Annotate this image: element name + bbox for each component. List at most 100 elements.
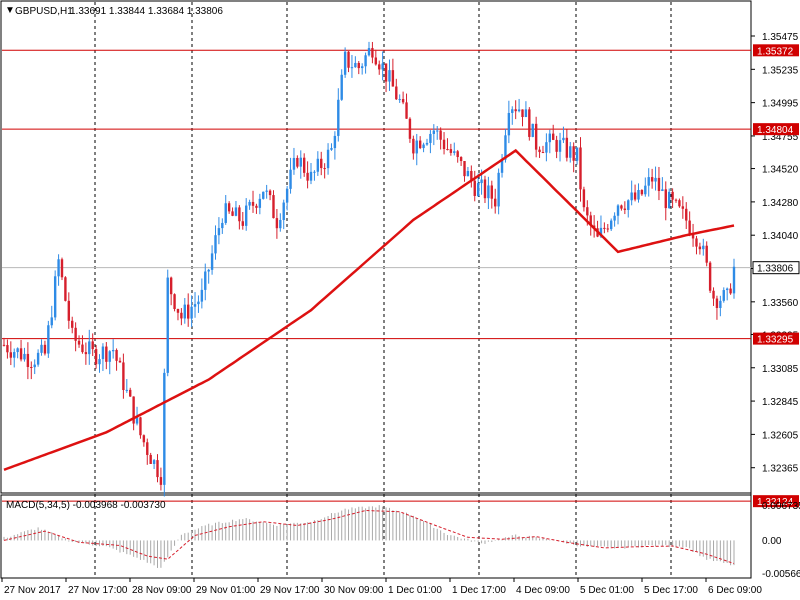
candle-body	[664, 189, 667, 209]
level-badge-text: 1.32124	[757, 497, 794, 508]
candle-body	[422, 144, 425, 149]
candle-body	[214, 235, 217, 254]
candle-body	[306, 172, 309, 181]
candle-body	[674, 199, 678, 201]
candle-body	[81, 344, 84, 353]
time-tick-label: 30 Nov 09:00	[324, 585, 384, 596]
candle-body	[248, 201, 251, 206]
candle-body	[53, 276, 57, 318]
time-tick-label: 27 Nov 17:00	[68, 585, 128, 596]
candle-body	[678, 200, 681, 207]
candle-body	[384, 63, 388, 82]
candle-body	[105, 346, 108, 362]
candle-body	[606, 228, 609, 230]
time-tick-label: 5 Dec 17:00	[644, 585, 698, 596]
candle-body	[152, 460, 156, 464]
candle-body	[337, 99, 340, 136]
candle-body	[350, 67, 354, 69]
candle-body	[255, 205, 258, 208]
candle-body	[732, 266, 736, 294]
candle-body	[586, 207, 589, 216]
candle-body	[9, 352, 13, 358]
level-badge-text: 1.34804	[757, 125, 794, 136]
candle-body	[698, 246, 702, 250]
candle-body	[524, 109, 528, 118]
time-tick-label: 1 Dec 17:00	[452, 585, 506, 596]
candle-body	[285, 188, 289, 203]
candle-body	[258, 198, 262, 208]
candle-body	[57, 259, 60, 277]
candle-body	[661, 189, 664, 191]
candle-body	[282, 202, 285, 220]
candle-body	[552, 133, 555, 140]
candle-body	[139, 417, 142, 436]
candle-body	[545, 142, 548, 153]
candle-body	[176, 309, 180, 313]
candle-body	[142, 435, 146, 443]
candle-body	[326, 149, 330, 169]
candle-body	[313, 171, 316, 173]
candle-body	[265, 190, 268, 192]
candle-body	[279, 219, 282, 229]
candle-body	[579, 147, 582, 190]
candle-body	[323, 168, 326, 170]
candle-body	[599, 227, 603, 237]
candle-body	[84, 352, 88, 355]
candle-body	[221, 222, 224, 229]
candle-body	[480, 179, 483, 184]
candle-body	[231, 211, 234, 216]
current-price-text: 1.33806	[757, 264, 794, 275]
candle-body	[613, 215, 616, 221]
candle-body	[234, 207, 238, 216]
macd-histogram	[3, 505, 735, 568]
candle-body	[453, 151, 456, 153]
candle-body	[367, 48, 371, 56]
candle-body	[302, 157, 306, 173]
candle-body	[169, 277, 173, 295]
candle-body	[538, 149, 541, 153]
candle-body	[476, 183, 480, 196]
candle-body	[251, 201, 255, 206]
candle-body	[204, 271, 207, 290]
candle-body	[719, 300, 722, 309]
candle-body	[122, 362, 125, 391]
candle-body	[357, 62, 360, 69]
candle-body	[415, 140, 418, 154]
candle-body	[166, 277, 169, 373]
candle-body	[449, 149, 453, 153]
candle-body	[541, 152, 545, 154]
horizontal-levels	[2, 49, 751, 502]
candle-body	[627, 200, 630, 210]
candle-body	[299, 157, 302, 167]
candle-body	[470, 170, 473, 181]
macd-signal-line	[3, 509, 735, 564]
candle-body	[23, 353, 26, 360]
level-badge-text: 1.35372	[757, 46, 794, 57]
candle-body	[507, 112, 511, 136]
candle-body	[534, 123, 538, 150]
candle-body	[40, 344, 43, 353]
candle-body	[722, 290, 725, 301]
candle-body	[60, 259, 64, 278]
candle-body	[292, 157, 296, 170]
candle-body	[275, 218, 279, 229]
candle-body	[343, 51, 347, 75]
chart-menu-icon[interactable]: ▼	[5, 5, 15, 16]
candle-body	[378, 64, 381, 70]
candle-body	[432, 130, 436, 134]
candle-body	[111, 349, 115, 352]
candle-body	[456, 151, 459, 158]
candle-body	[603, 227, 606, 229]
candle-body	[528, 109, 531, 137]
candle-body	[572, 146, 575, 161]
candle-body	[98, 359, 101, 365]
candle-body	[187, 304, 190, 319]
price-tick-label: 1.34995	[762, 99, 799, 110]
candle-body	[30, 366, 33, 368]
candle-body	[108, 351, 111, 362]
candle-body	[309, 171, 313, 181]
candle-body	[388, 70, 391, 82]
candle-body	[200, 289, 204, 302]
price-tick-label: 1.34520	[762, 165, 799, 176]
